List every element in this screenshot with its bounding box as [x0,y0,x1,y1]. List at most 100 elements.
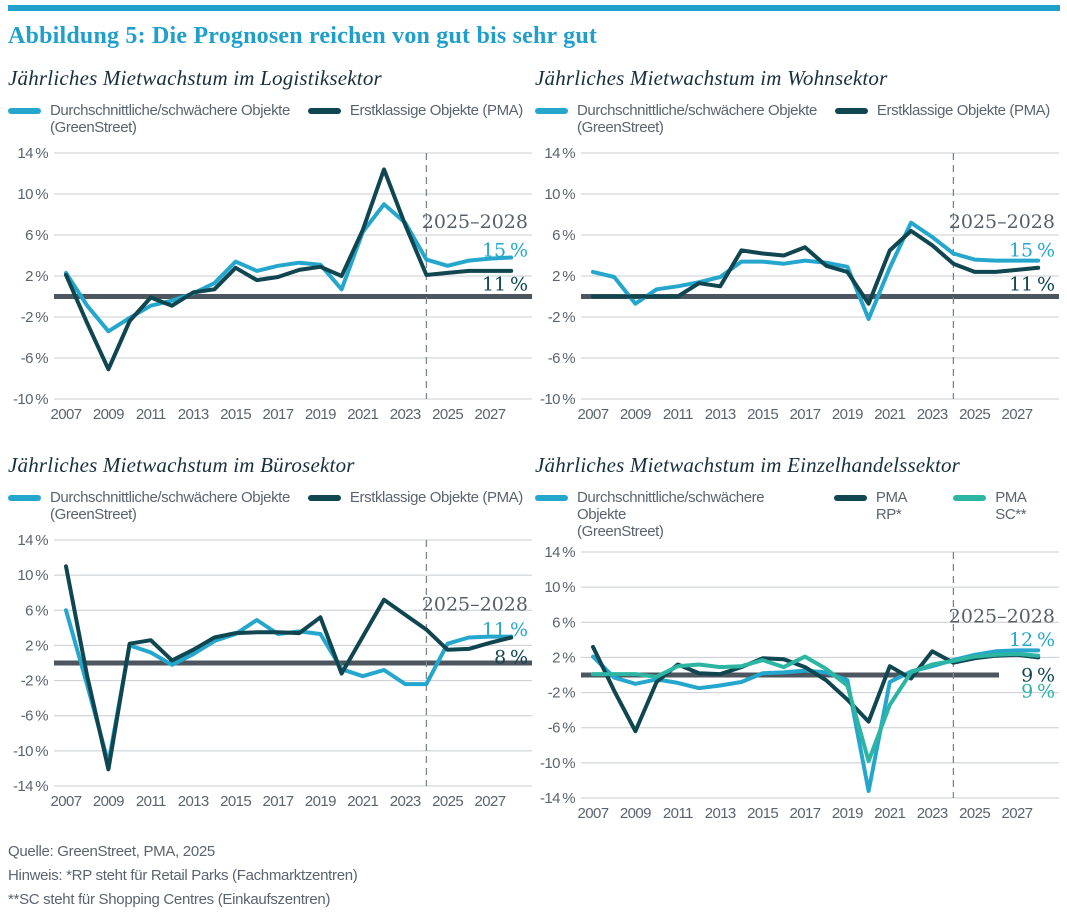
forecast-period-label: 2025–2028 [422,211,528,233]
x-axis-label: 2011 [663,406,693,423]
y-axis-label: 2 % [552,268,575,285]
legend-label: PMA RP* [875,489,935,524]
legend-label-line: PMA RP* [875,489,907,523]
y-axis-label: -2 % [21,673,49,690]
series-line-pma-sc- [591,652,1041,764]
legend-label-line: Durchschnittliche/schwächere Objekte [50,489,290,506]
legend-label: PMA SC** [995,489,1060,524]
y-axis-label: 6 % [552,615,575,632]
legend-swatch [834,108,868,114]
legend-label-line: Durchschnittliche/schwächere Objekte [50,102,290,119]
x-axis-label: 2023 [390,406,421,423]
y-axis-label: 10 % [544,580,575,597]
y-axis-label: -2 % [548,685,576,702]
y-axis-label: 6 % [552,227,575,244]
y-axis-label: -6 % [548,350,576,367]
footnote-rp: Hinweis: *RP steht für Retail Parks (Fac… [8,867,358,885]
x-axis-label: 2017 [790,805,821,822]
series-line-pma-rp- [591,645,1041,734]
x-axis-label: 2021 [874,805,905,822]
y-axis-label: -14 % [540,790,575,807]
x-axis-label: 2023 [390,793,421,810]
legend-label: Durchschnittliche/schwächere Objekte (Gre… [577,102,817,137]
chart-buerosektor: Jährliches Mietwachstum im Bürosektor Dur… [8,453,535,824]
y-axis-label: 14 % [17,532,48,549]
legend-swatch [307,108,341,114]
forecast-value: 11 % [482,619,528,641]
x-axis-label: 2017 [263,406,294,423]
legend-label-line: (GreenStreet) [577,118,664,136]
x-axis-label: 2023 [917,406,948,423]
legend-label: Erstklassige Objekte (PMA) [349,489,523,507]
y-axis-label: -6 % [21,708,49,725]
y-axis-label: -10 % [540,755,575,772]
y-axis-label: 14 % [544,145,575,162]
x-axis-label: 2025 [432,793,463,810]
x-axis-label: 2013 [705,406,736,423]
series-line-erstklassige-objekte-pma- [64,167,514,372]
legend-label-line: Erstklassige Objekte (PMA) [349,489,523,506]
x-axis-label: 2027 [475,793,506,810]
x-axis-label: 2025 [959,805,990,822]
y-axis-label: 2 % [552,650,575,667]
legend-swatch [307,495,341,501]
y-axis-label: 10 % [17,567,48,584]
x-axis-label: 2011 [663,805,693,822]
x-axis-label: 2019 [832,406,863,423]
charts-grid: Jährliches Mietwachstum im Logistiksekto… [8,66,1060,824]
x-axis-label: 2009 [620,805,651,822]
x-axis-label: 2019 [832,805,863,822]
legend-label: Durchschnittliche/schwächere Objekte (Gre… [50,489,290,524]
y-axis-label: -14 % [13,778,48,795]
legend-item: Durchschnittliche/schwächere Objekte (Gre… [8,489,290,524]
x-axis-label: 2027 [1002,805,1033,822]
legend-swatch [833,495,867,501]
legend-label-line: (GreenStreet) [50,118,137,136]
legend-item: PMA SC** [953,489,1060,524]
forecast-value: 11 % [482,273,528,295]
legend-label-line: (GreenStreet) [577,522,664,540]
legend-item: Durchschnittliche/schwächere Objekte (Gre… [535,489,816,540]
legend-item: Erstklassige Objekte (PMA) [834,102,1050,120]
legend: Durchschnittliche/schwächere Objekte (Gre… [535,102,1060,141]
legend-item: Durchschnittliche/schwächere Objekte (Gre… [535,102,817,137]
series-line-erstklassige-objekte-pma- [64,564,514,772]
y-axis-label: 2 % [25,268,48,285]
x-axis-label: 2019 [305,793,336,810]
legend-item: Durchschnittliche/schwächere Objekte (Gre… [8,102,290,137]
legend-swatch [535,495,568,501]
chart-plot: 14 % 10 % 6 % 2 % -2 % -6 % -10 %2007 2009 2011 2… [540,145,1059,423]
legend-label-line: Erstklassige Objekte (PMA) [349,102,523,119]
x-axis-label: 2007 [578,805,609,822]
forecast-value: 12 % [1009,629,1055,651]
legend-item: Erstklassige Objekte (PMA) [307,102,523,120]
y-axis-label: 14 % [17,145,48,162]
x-axis-label: 2007 [578,406,609,423]
x-axis-label: 2013 [178,406,209,423]
legend-label-line: Durchschnittliche/schwächere Objekte [577,489,765,523]
y-axis-label: 10 % [544,186,575,203]
y-axis-label: -2 % [548,309,576,326]
legend-swatch [8,108,41,114]
legend-item: PMA RP* [833,489,935,524]
x-axis-label: 2015 [220,406,251,423]
chart-plot: 14 % 10 % 6 % 2 % -2 % -6 % -10 % -14 %2007 2009… [13,532,532,810]
x-axis-label: 2021 [347,793,378,810]
legend-label-line: PMA SC** [995,489,1027,523]
y-axis-label: -2 % [21,309,49,326]
x-axis-label: 2023 [917,805,948,822]
legend-swatch [535,108,568,114]
chart-title: Jährliches Mietwachstum im Bürosektor [8,453,355,477]
x-axis-label: 2027 [475,406,506,423]
legend-label: Durchschnittliche/schwächere Objekte (Gre… [577,489,816,540]
x-axis-label: 2017 [263,793,294,810]
chart-wohnsektor: Jährliches Mietwachstum im Wohnsektor Dur… [535,66,1060,425]
x-axis-label: 2025 [432,406,463,423]
legend-label-line: Erstklassige Objekte (PMA) [876,102,1050,119]
legend-item: Erstklassige Objekte (PMA) [307,489,523,507]
x-axis-label: 2009 [93,406,124,423]
x-axis-label: 2009 [620,406,651,423]
legend-label-line: Durchschnittliche/schwächere Objekte [577,102,817,119]
footnote-sc: **SC steht für Shopping Centres (Einkauf… [8,891,331,909]
x-axis-label: 2015 [220,793,251,810]
